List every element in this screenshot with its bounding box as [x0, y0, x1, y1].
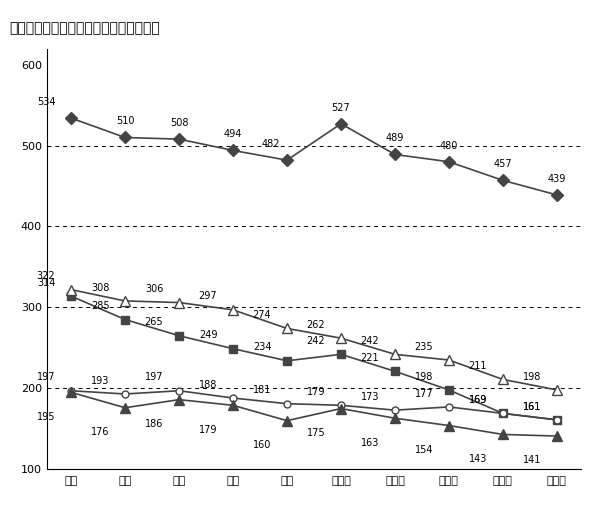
Text: 177: 177: [415, 388, 433, 399]
Text: 154: 154: [415, 445, 433, 455]
Text: 534: 534: [37, 97, 55, 107]
Text: 274: 274: [253, 310, 272, 320]
Text: 175: 175: [306, 428, 325, 438]
Text: 265: 265: [144, 317, 163, 328]
Text: 186: 186: [145, 419, 163, 429]
Text: 193: 193: [91, 376, 110, 386]
Text: 198: 198: [523, 372, 541, 382]
Text: 439: 439: [548, 174, 566, 184]
Text: 179: 179: [307, 387, 325, 397]
Text: 図４　主な産業中分類の年次別事業所数: 図４ 主な産業中分類の年次別事業所数: [10, 21, 160, 35]
Text: 161: 161: [523, 402, 541, 412]
Text: 494: 494: [224, 129, 242, 139]
Text: 169: 169: [469, 395, 487, 405]
Text: 234: 234: [253, 342, 272, 352]
Text: 169: 169: [469, 395, 487, 405]
Text: 306: 306: [145, 284, 163, 294]
Text: 242: 242: [306, 336, 325, 346]
Text: 195: 195: [37, 412, 55, 422]
Text: 262: 262: [306, 320, 325, 330]
Text: 160: 160: [253, 440, 271, 450]
Text: 457: 457: [494, 159, 512, 169]
Text: 480: 480: [439, 140, 458, 151]
Text: 173: 173: [361, 392, 379, 402]
Text: 198: 198: [415, 372, 433, 382]
Text: 197: 197: [145, 373, 163, 382]
Text: 235: 235: [415, 342, 433, 352]
Text: 308: 308: [91, 282, 110, 293]
Text: 249: 249: [199, 331, 217, 340]
Text: 181: 181: [253, 385, 271, 395]
Text: 482: 482: [261, 139, 279, 149]
Text: 221: 221: [361, 353, 379, 363]
Text: 163: 163: [361, 438, 379, 448]
Text: 176: 176: [91, 427, 110, 437]
Text: 489: 489: [386, 133, 404, 143]
Text: 141: 141: [523, 455, 541, 465]
Text: 179: 179: [199, 425, 217, 434]
Text: 527: 527: [332, 102, 350, 113]
Text: 242: 242: [361, 336, 379, 346]
Text: 197: 197: [37, 373, 55, 382]
Text: 297: 297: [199, 292, 217, 302]
Text: 285: 285: [91, 301, 110, 311]
Text: 510: 510: [116, 117, 134, 126]
Text: 322: 322: [37, 271, 55, 281]
Text: 211: 211: [468, 361, 487, 371]
Text: 161: 161: [523, 402, 541, 412]
Text: 314: 314: [37, 278, 55, 288]
Text: 143: 143: [469, 454, 487, 464]
Text: 508: 508: [170, 118, 188, 128]
Text: 188: 188: [199, 380, 217, 390]
